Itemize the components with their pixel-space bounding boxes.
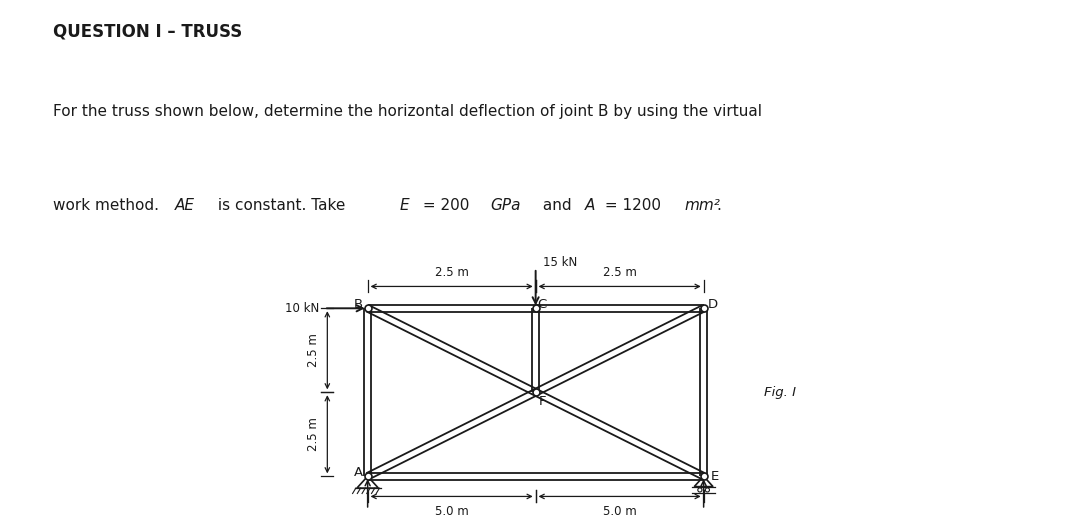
Text: A: A: [354, 466, 363, 479]
Text: work method.: work method.: [53, 198, 164, 213]
Text: = 1200: = 1200: [600, 198, 666, 213]
Text: B: B: [354, 298, 363, 311]
Text: 2.5 m: 2.5 m: [603, 266, 637, 279]
Text: GPa: GPa: [490, 198, 521, 213]
Text: 2.5 m: 2.5 m: [307, 417, 320, 451]
Text: Fig. I: Fig. I: [764, 386, 797, 399]
Text: 15 kN: 15 kN: [543, 256, 578, 269]
Text: E: E: [710, 470, 719, 483]
Text: .: .: [717, 198, 721, 213]
Text: 5.0 m: 5.0 m: [434, 505, 469, 518]
Text: 5.0 m: 5.0 m: [603, 505, 636, 518]
Text: D: D: [708, 298, 718, 311]
Text: QUESTION I – TRUSS: QUESTION I – TRUSS: [53, 23, 243, 41]
Text: and: and: [538, 198, 577, 213]
Text: 2.5 m: 2.5 m: [434, 266, 469, 279]
Text: 2.5 m: 2.5 m: [307, 334, 320, 367]
Text: F: F: [539, 395, 547, 408]
Text: AE: AE: [175, 198, 194, 213]
Text: mm²: mm²: [685, 198, 721, 213]
Text: For the truss shown below, determine the horizontal deflection of joint B by usi: For the truss shown below, determine the…: [53, 104, 762, 119]
Text: 10 kN: 10 kN: [285, 302, 319, 315]
Text: = 200: = 200: [417, 198, 473, 213]
Text: A: A: [584, 198, 595, 213]
Text: C: C: [537, 298, 547, 311]
Text: E: E: [400, 198, 410, 213]
Text: is constant. Take: is constant. Take: [212, 198, 349, 213]
